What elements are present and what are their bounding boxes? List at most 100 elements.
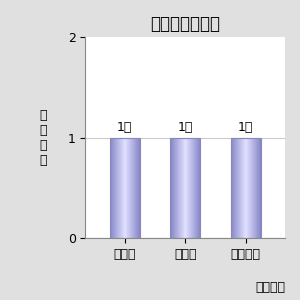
Bar — [198, 138, 199, 238]
Bar — [193, 138, 194, 238]
Bar — [172, 138, 173, 238]
Bar — [135, 138, 136, 238]
Bar — [237, 138, 238, 238]
Bar — [250, 138, 251, 238]
Bar — [118, 138, 119, 238]
Bar — [134, 138, 135, 238]
Bar — [110, 138, 140, 238]
Bar — [182, 138, 183, 238]
Bar — [115, 138, 116, 238]
Bar — [188, 138, 189, 238]
Bar — [232, 138, 233, 238]
Bar — [119, 138, 120, 238]
Bar — [257, 138, 258, 238]
Bar — [197, 138, 198, 238]
Bar — [113, 138, 114, 238]
Bar — [259, 138, 260, 238]
Bar — [136, 138, 137, 238]
Bar — [185, 138, 186, 238]
Bar — [234, 138, 235, 238]
Bar — [260, 138, 261, 238]
Bar — [258, 138, 259, 238]
Bar — [231, 138, 232, 238]
Bar — [170, 138, 200, 238]
Bar — [130, 138, 131, 238]
Text: 1人: 1人 — [117, 121, 133, 134]
Bar — [180, 138, 181, 238]
Bar — [121, 138, 122, 238]
Bar — [110, 138, 111, 238]
Bar — [252, 138, 253, 238]
Bar — [177, 138, 178, 238]
Bar — [123, 138, 124, 238]
Bar — [240, 138, 241, 238]
Text: 1人: 1人 — [178, 121, 193, 134]
Bar — [132, 138, 133, 238]
Bar — [174, 138, 175, 238]
Bar — [247, 138, 248, 238]
Bar — [136, 138, 137, 238]
Title: ジャナル指の向: ジャナル指の向 — [150, 15, 220, 33]
Bar — [171, 138, 172, 238]
Bar — [178, 138, 179, 238]
Bar — [236, 138, 237, 238]
Bar — [231, 138, 261, 238]
Bar — [129, 138, 130, 238]
Bar — [126, 138, 127, 238]
Bar — [137, 138, 138, 238]
Bar — [122, 138, 123, 238]
Bar — [187, 138, 188, 238]
Bar — [196, 138, 197, 238]
Bar — [254, 138, 255, 238]
Bar — [116, 138, 117, 238]
Text: 1人: 1人 — [238, 121, 254, 134]
Bar — [138, 138, 139, 238]
Bar — [192, 138, 193, 238]
Bar — [253, 138, 254, 238]
Bar — [170, 138, 171, 238]
Bar — [238, 138, 239, 238]
Bar — [246, 138, 247, 238]
Bar — [133, 138, 134, 238]
Bar — [196, 138, 197, 238]
Bar — [190, 138, 191, 238]
Bar — [179, 138, 180, 238]
Bar — [242, 138, 243, 238]
Bar — [194, 138, 195, 238]
Bar — [191, 138, 192, 238]
Bar — [112, 138, 113, 238]
Bar — [256, 138, 257, 238]
Bar — [255, 138, 256, 238]
Bar — [235, 138, 236, 238]
Bar — [241, 138, 242, 238]
Y-axis label: 延
べ
人
数: 延 べ 人 数 — [39, 109, 46, 167]
Bar — [238, 138, 239, 238]
Bar — [124, 138, 125, 238]
Bar — [173, 138, 174, 238]
Bar — [181, 138, 182, 238]
Bar — [176, 138, 177, 238]
Bar — [232, 138, 233, 238]
Bar — [243, 138, 244, 238]
Bar — [128, 138, 129, 238]
Bar — [248, 138, 249, 238]
Bar — [183, 138, 184, 238]
Bar — [239, 138, 240, 238]
Bar — [139, 138, 140, 238]
Bar — [195, 138, 196, 238]
Bar — [233, 138, 234, 238]
Bar — [111, 138, 112, 238]
Text: 来年の予: 来年の予 — [255, 281, 285, 294]
Bar — [131, 138, 132, 238]
Bar — [125, 138, 126, 238]
Bar — [249, 138, 250, 238]
Bar — [120, 138, 121, 238]
Bar — [189, 138, 190, 238]
Bar — [199, 138, 200, 238]
Bar — [245, 138, 246, 238]
Bar — [117, 138, 118, 238]
Bar — [186, 138, 187, 238]
Bar — [114, 138, 115, 238]
Bar — [184, 138, 185, 238]
Bar — [244, 138, 245, 238]
